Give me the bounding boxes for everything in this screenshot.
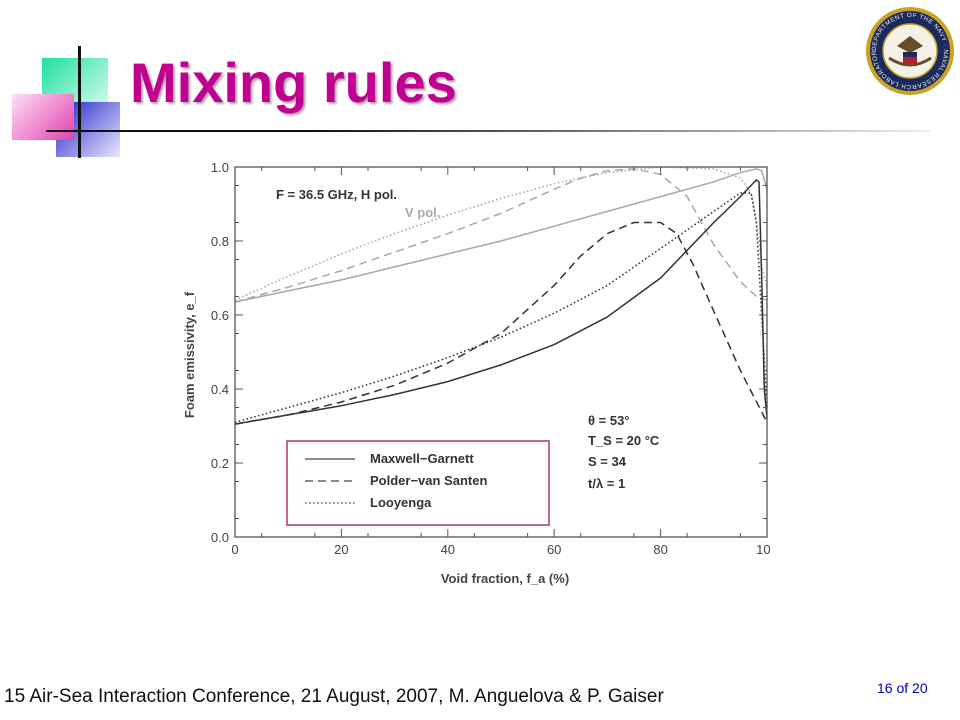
corner-vertical-line bbox=[78, 46, 81, 158]
annotation-h-pol: F = 36.5 GHz, H pol. bbox=[276, 187, 397, 202]
y-tick-label: 0.6 bbox=[211, 308, 229, 323]
series-line-h-dashed bbox=[234, 221, 768, 425]
page-number: 16 of 20 bbox=[877, 680, 928, 696]
y-axis-label: Foam emissivity, e_f bbox=[182, 291, 197, 418]
param-theta: θ = 53° bbox=[588, 413, 630, 428]
legend-label-looyenga: Looyenga bbox=[370, 495, 432, 510]
series-line-h-dotted bbox=[234, 192, 768, 424]
emissivity-chart: 0 20 40 60 80 100 0.0 0.2 0.4 0.6 0.8 1.0 Foam emis… bbox=[180, 155, 770, 595]
x-tick-label: 0 bbox=[231, 542, 238, 557]
corner-square-pink bbox=[12, 94, 74, 140]
plot-frame bbox=[234, 166, 768, 538]
param-s: S = 34 bbox=[588, 454, 627, 469]
slide-title: Mixing rules bbox=[130, 51, 457, 114]
ticks-layer: 0 20 40 60 80 100 0.0 0.2 0.4 0.6 0.8 1.0 bbox=[211, 160, 770, 557]
series-line-v-dashed bbox=[234, 168, 768, 303]
y-tick-label: 0.8 bbox=[211, 234, 229, 249]
series-layer bbox=[234, 166, 768, 425]
y-tick-label: 0.2 bbox=[211, 456, 229, 471]
title-underline bbox=[46, 130, 930, 132]
legend-box bbox=[286, 440, 550, 526]
series-line-h-solid bbox=[234, 179, 768, 425]
param-ts: T_S = 20 °C bbox=[588, 433, 660, 448]
y-tick-label: 1.0 bbox=[211, 160, 229, 175]
legend-label-maxwell-garnett: Maxwell−Garnett bbox=[370, 451, 474, 466]
x-tick-label: 60 bbox=[547, 542, 561, 557]
series-line-v-solid bbox=[234, 168, 768, 303]
legend-label-polder-van-santen: Polder−van Santen bbox=[370, 473, 487, 488]
y-tick-label: 0.4 bbox=[211, 382, 229, 397]
param-t-lambda: t/λ = 1 bbox=[588, 476, 625, 491]
x-tick-label: 20 bbox=[334, 542, 348, 557]
navy-seal-logo: DEPARTMENT OF THE NAVY · NAVAL RESEARCH … bbox=[865, 6, 954, 95]
annotation-v-pol: V pol. bbox=[405, 205, 440, 220]
x-tick-label: 40 bbox=[441, 542, 455, 557]
x-tick-label: 80 bbox=[653, 542, 667, 557]
x-axis-label: Void fraction, f_a (%) bbox=[441, 571, 569, 586]
y-tick-label: 0.0 bbox=[211, 530, 229, 545]
footer-citation: 15 Air-Sea Interaction Conference, 21 Au… bbox=[4, 686, 664, 707]
x-tick-label: 100 bbox=[756, 542, 770, 557]
